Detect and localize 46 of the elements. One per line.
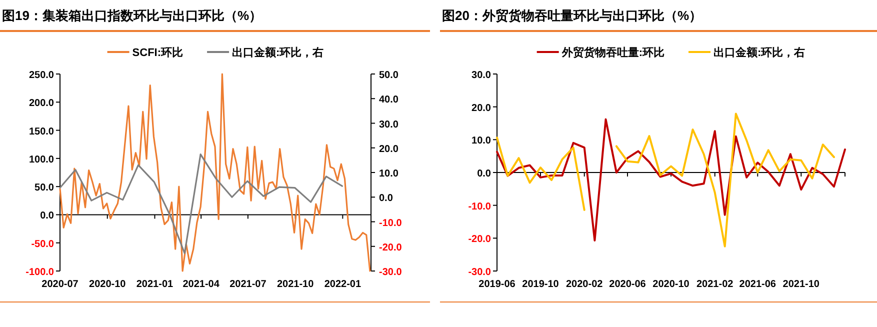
y-tick-label: 200.0 [28, 98, 54, 110]
y-tick-label: -100.0 [26, 267, 54, 278]
y2-tick-label: 0.0 [379, 193, 394, 204]
x-tick-label: 2020-10 [89, 279, 126, 290]
x-tick-label: 2022-01 [324, 279, 362, 290]
y-tick-label: -20.0 [468, 234, 492, 246]
line-series [59, 153, 343, 254]
x-tick-label: 2020-07 [42, 279, 79, 290]
x-tick-label: 2021-10 [782, 279, 820, 290]
y-tick-label: 50.0 [34, 182, 54, 194]
y2-tick-label: 20.0 [379, 144, 399, 155]
y2-tick-label: 30.0 [379, 119, 399, 130]
x-tick-label: 2021-02 [696, 279, 734, 290]
x-tick-label: 2019-06 [478, 279, 516, 290]
y-tick-label: 250.0 [28, 70, 54, 81]
x-tick-label: 2021-01 [136, 279, 174, 290]
y-tick-label: 20.0 [472, 102, 492, 114]
x-tick-label: 2019-10 [522, 279, 560, 290]
y2-tick-label: 40.0 [379, 94, 399, 106]
legend-label: 外贸货物吞吐量:环比 [560, 46, 664, 59]
chart-title: 图20：外贸货物吞吐量环比与出口环比（%） [442, 8, 702, 23]
x-tick-label: 2020-10 [652, 279, 690, 290]
y-tick-label: 150.0 [28, 126, 54, 138]
x-tick-label: 2021-07 [230, 279, 267, 290]
y-tick-label: -30.0 [468, 267, 492, 278]
legend-label: SCFI:环比 [132, 46, 184, 59]
y-tick-label: -10.0 [468, 201, 492, 212]
y2-tick-label: 50.0 [379, 70, 399, 81]
y-tick-label: 30.0 [472, 70, 492, 81]
chart-title: 图19：集装箱出口指数环比与出口环比（%） [2, 8, 262, 23]
y-tick-label: -50.0 [31, 238, 54, 250]
y-tick-label: 0.0 [477, 168, 492, 180]
legend-label: 出口金额:环比，右 [232, 46, 324, 59]
x-tick-label: 2021-10 [276, 279, 314, 290]
x-tick-label: 2021-06 [739, 279, 776, 290]
x-tick-label: 2020-06 [609, 279, 646, 290]
y2-tick-label: -10.0 [379, 218, 402, 229]
y2-tick-label: 10.0 [379, 168, 399, 180]
y-tick-label: 100.0 [28, 154, 54, 166]
legend-label: 出口金额:环比，右 [714, 46, 806, 59]
y-tick-label: 0.0 [40, 210, 54, 222]
y2-tick-label: -30.0 [379, 267, 402, 278]
y2-tick-label: -20.0 [379, 242, 402, 254]
x-tick-label: 2020-02 [566, 279, 604, 290]
y-tick-label: 10.0 [472, 136, 492, 147]
x-tick-label: 2021-04 [182, 279, 220, 290]
